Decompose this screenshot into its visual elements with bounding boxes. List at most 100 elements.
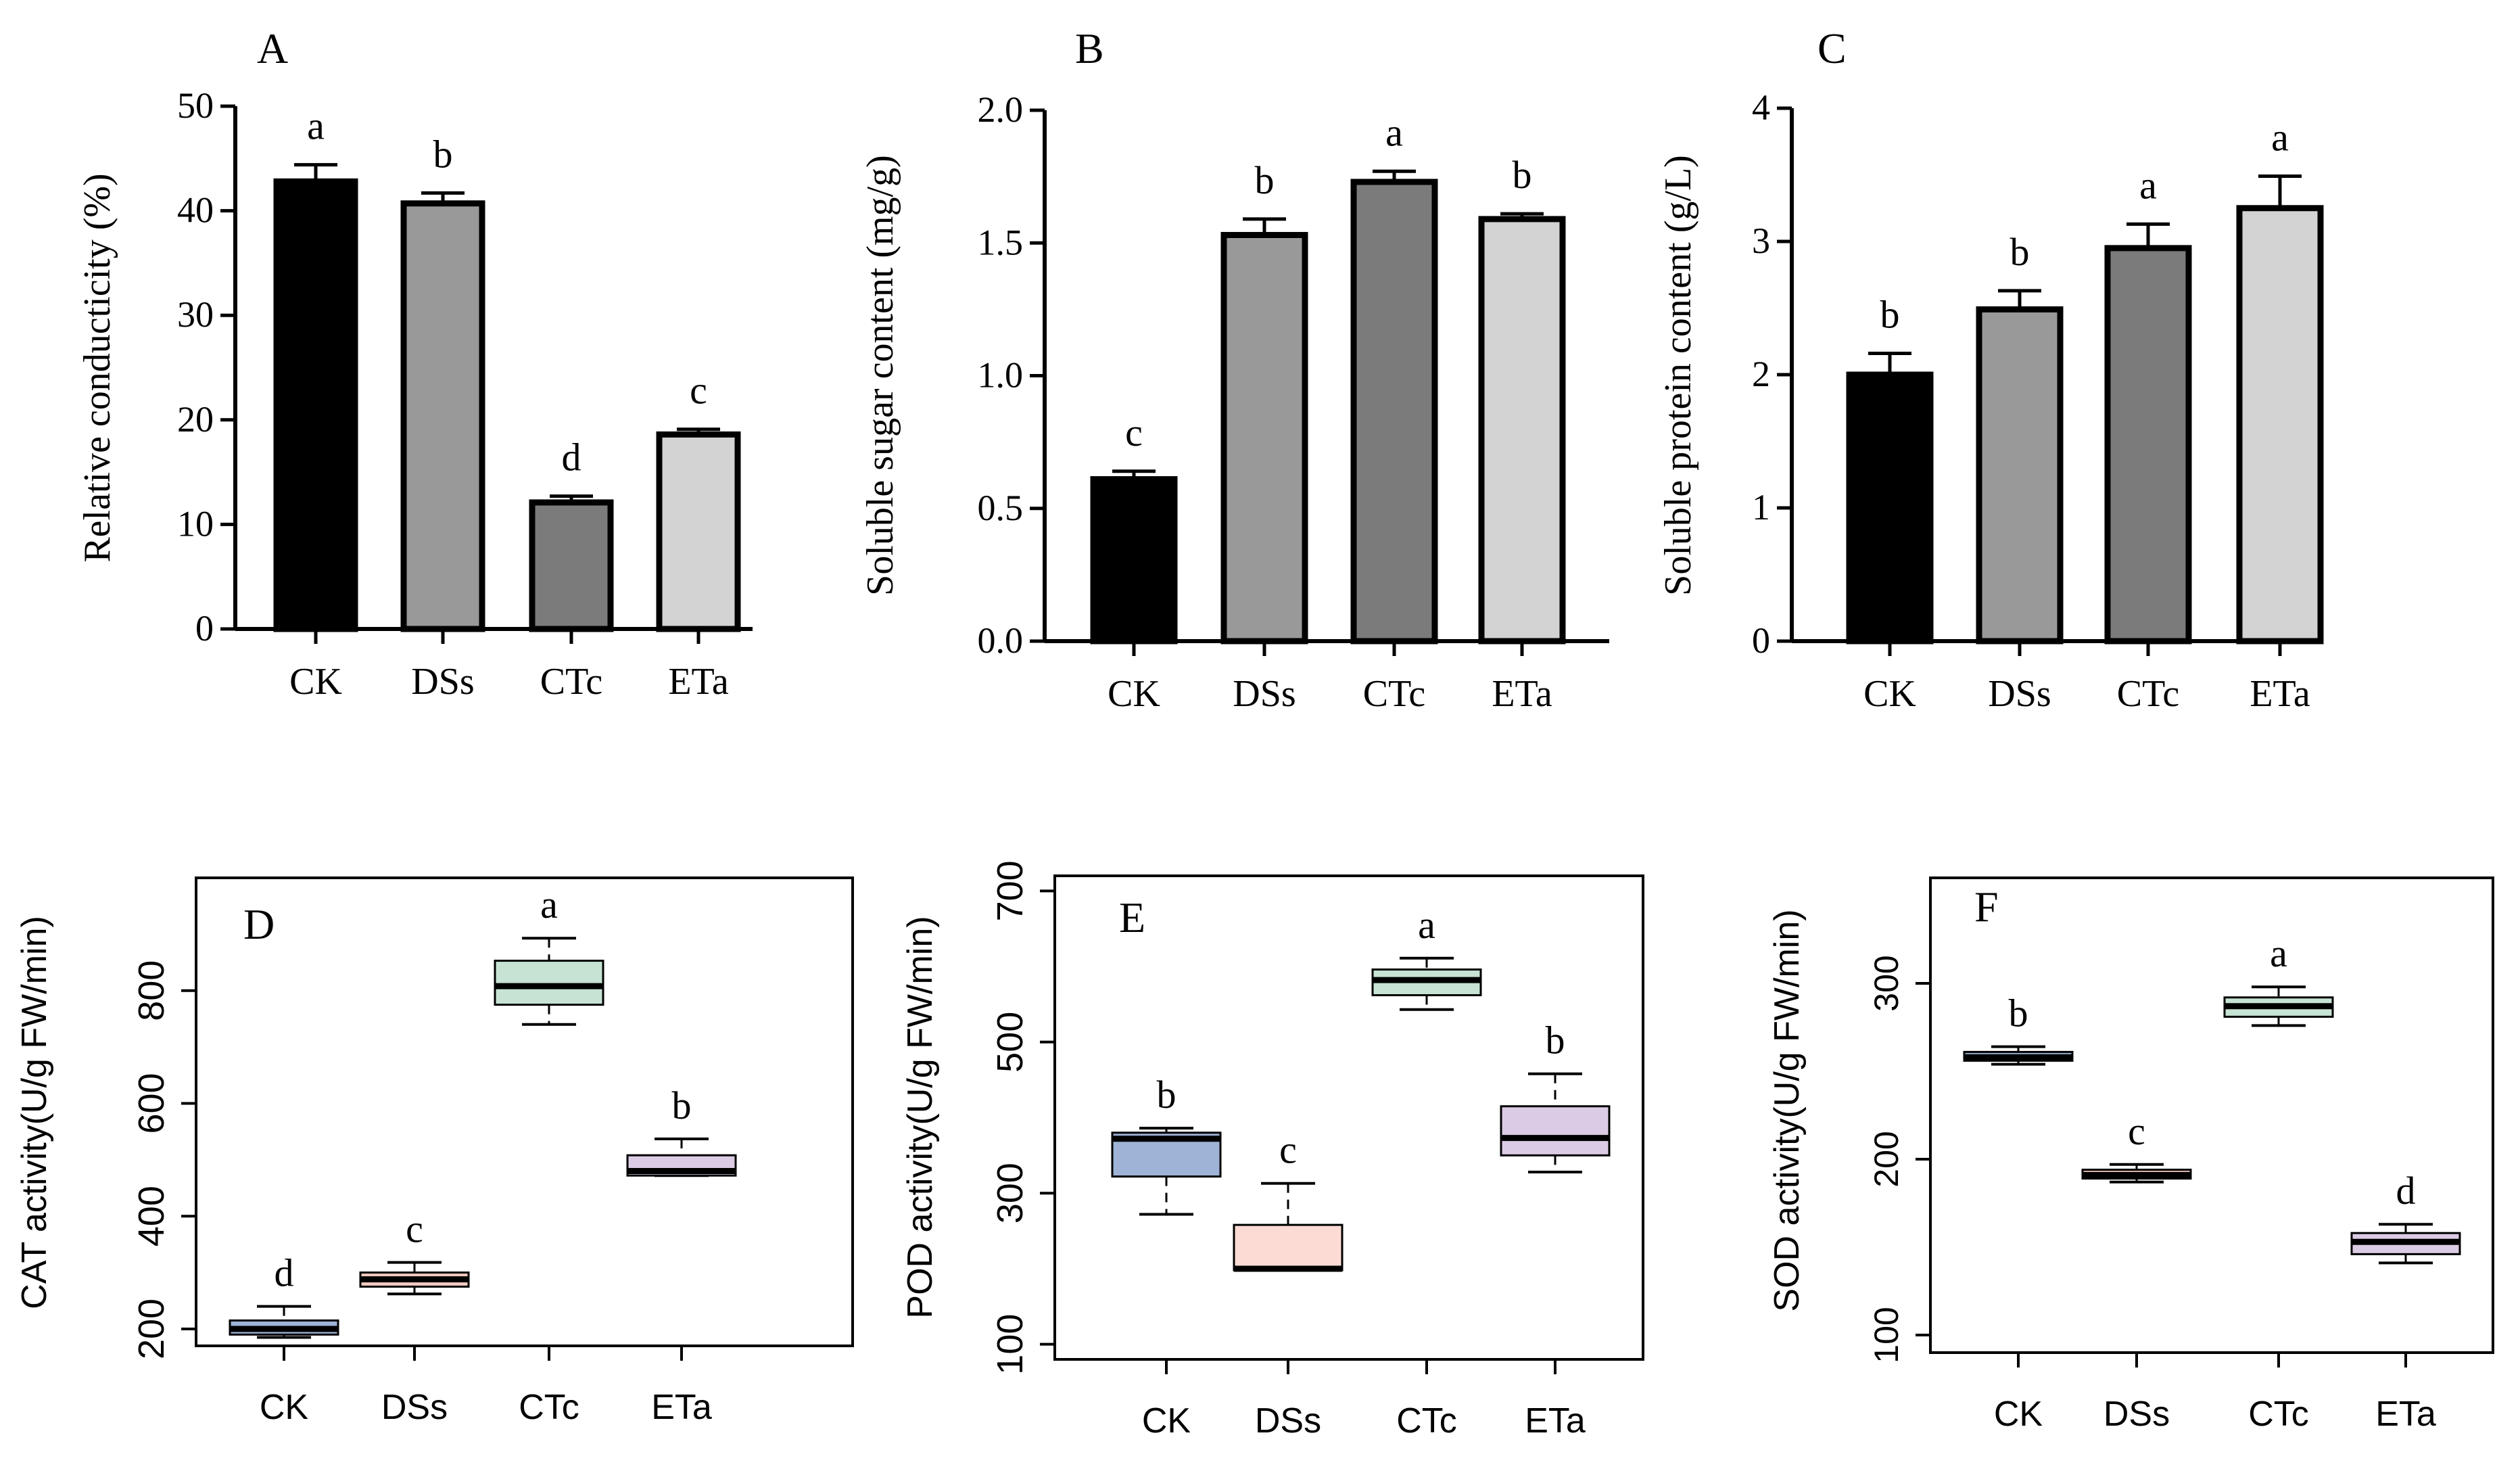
significance-letter: b — [2010, 230, 2030, 274]
significance-letter: b — [1157, 1073, 1176, 1117]
plot-frame — [1929, 876, 2494, 1354]
significance-letter: a — [2271, 115, 2289, 159]
y-tick-label: 500 — [990, 1012, 1030, 1073]
significance-letter: a — [1385, 110, 1403, 154]
y-tick-label: 1.0 — [978, 355, 1024, 396]
category-label: DSs — [411, 661, 474, 703]
category-label: DSs — [1988, 673, 2051, 715]
y-tick-label: 0 — [195, 608, 214, 649]
y-tick-label: 300 — [1868, 955, 1905, 1011]
bar-DSs — [400, 200, 485, 632]
y-tick-label: 2 — [1752, 354, 1770, 394]
panel-C: C Soluble protein content (g/L) 0 1 2 3 4 b CK b D… — [1657, 24, 2324, 715]
significance-letter: a — [2270, 931, 2287, 975]
category-label: CK — [1994, 1395, 2043, 1434]
y-axis-label: Soluble protein content (g/L) — [1657, 155, 1699, 596]
y-tick-label: 4 — [1752, 87, 1770, 128]
panel-D: D CAT activity(U/g FW/min) 200 400 600 800 d CK… — [15, 876, 854, 1427]
panel-A: A Relative conducticity (%) 0 10 20 30 40 50 a CK… — [76, 24, 753, 703]
bar-CTc — [1350, 179, 1438, 645]
y-axis-label: Relative conducticity (%) — [76, 173, 118, 562]
significance-letter: b — [433, 132, 453, 176]
significance-letter: d — [2396, 1169, 2416, 1213]
category-label: ETa — [651, 1388, 712, 1427]
bar-CTc — [2104, 245, 2192, 645]
significance-letter: a — [2139, 163, 2157, 207]
category-label: ETa — [668, 661, 729, 703]
significance-letter: c — [1279, 1128, 1297, 1172]
y-axis-label: CAT activity(U/g FW/min) — [15, 916, 54, 1309]
significance-letter: c — [1125, 411, 1143, 454]
category-label: DSs — [1255, 1401, 1321, 1441]
category-label: CK — [260, 1388, 309, 1427]
significance-letter: b — [1546, 1019, 1565, 1062]
y-tick-label: 3 — [1752, 220, 1770, 261]
category-label: CK — [1863, 673, 1916, 715]
category-label: CK — [1108, 673, 1160, 715]
y-tick-label: 0.0 — [978, 620, 1024, 661]
y-tick-label: 50 — [177, 85, 214, 126]
y-tick-label: 100 — [990, 1314, 1030, 1375]
category-label: CTc — [1396, 1401, 1457, 1441]
significance-letter: c — [690, 369, 707, 413]
panel-E: E POD activity(U/g FW/min) 100 300 500 700 b CK… — [901, 860, 1644, 1441]
category-label: ETa — [2375, 1395, 2436, 1434]
bar-ETa — [656, 431, 741, 632]
box-DSs — [1233, 1223, 1344, 1271]
box-ETa — [1500, 1105, 1611, 1156]
y-tick-label: 1.5 — [978, 222, 1024, 262]
category-label: CK — [289, 661, 342, 703]
panel-letter: F — [1974, 883, 1999, 931]
y-tick-label: 100 — [1868, 1307, 1905, 1363]
significance-letter: a — [1418, 903, 1435, 947]
y-tick-label: 2.0 — [978, 89, 1024, 130]
bar-DSs — [1976, 306, 2064, 645]
category-label: CK — [1142, 1401, 1191, 1441]
y-tick-label: 30 — [177, 294, 214, 335]
panel-letter: A — [257, 24, 288, 72]
y-tick-label: 0 — [1752, 620, 1770, 661]
category-label: DSs — [1233, 673, 1295, 715]
significance-letter: b — [2009, 991, 2028, 1035]
category-label: CTc — [1363, 673, 1426, 715]
panel-F: F SOD activity(U/g FW/min) 100 200 300 b CK c DS… — [1767, 876, 2494, 1434]
category-label: CTc — [2117, 673, 2180, 715]
significance-letter: a — [540, 883, 558, 927]
plot-frame — [195, 876, 854, 1347]
category-label: ETa — [2250, 673, 2310, 715]
bar-DSs — [1220, 231, 1308, 645]
panel-letter: B — [1075, 24, 1104, 72]
significance-letter: b — [672, 1083, 692, 1127]
category-label: DSs — [381, 1388, 448, 1427]
category-label: ETa — [1492, 673, 1552, 715]
significance-letter: c — [2128, 1109, 2145, 1153]
y-axis-label: SOD activity(U/g FW/min) — [1767, 909, 1807, 1311]
significance-letter: b — [1880, 292, 1900, 336]
significance-letter: d — [275, 1251, 294, 1295]
category-label: CTc — [2248, 1395, 2309, 1434]
y-axis-label: Soluble sugar content (mg/g) — [859, 155, 901, 596]
category-label: ETa — [1525, 1401, 1586, 1441]
y-tick-label: 10 — [177, 503, 214, 544]
significance-letter: b — [1513, 153, 1532, 197]
panel-B: B Soluble sugar content (mg/g) 0.0 0.5 1.0 1.… — [859, 24, 1609, 715]
bar-ETa — [1478, 216, 1566, 645]
y-tick-label: 800 — [131, 960, 172, 1021]
y-tick-label: 20 — [177, 399, 214, 440]
significance-letter: b — [1255, 158, 1275, 202]
category-label: CTc — [519, 1388, 579, 1427]
bar-CTc — [529, 499, 614, 632]
significance-letter: c — [406, 1207, 423, 1251]
significance-letter: d — [562, 436, 581, 480]
bar-CK — [273, 178, 358, 632]
category-label: DSs — [2103, 1395, 2170, 1434]
box-CTc — [494, 960, 604, 1006]
y-axis-label: POD activity(U/g FW/min) — [901, 916, 940, 1318]
bar-ETa — [2236, 205, 2324, 645]
y-tick-label: 200 — [1868, 1131, 1905, 1187]
panel-letter: E — [1119, 893, 1145, 941]
y-tick-label: 400 — [131, 1186, 172, 1246]
y-tick-label: 300 — [990, 1163, 1030, 1223]
y-tick-label: 700 — [990, 860, 1030, 921]
